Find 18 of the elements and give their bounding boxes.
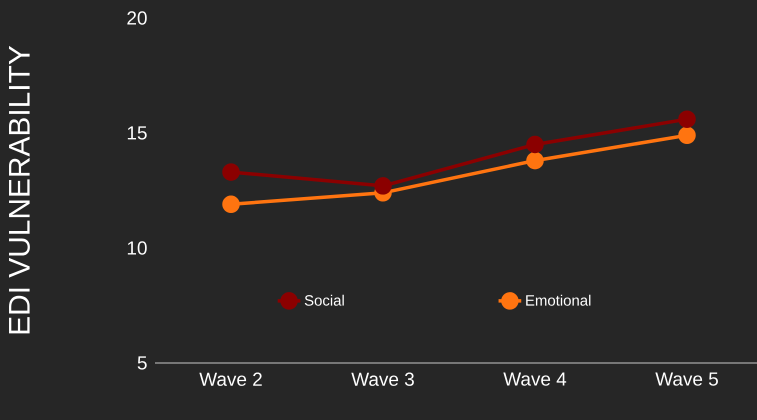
y-tick-label: 10 (128, 241, 147, 255)
legend-label: Social (304, 294, 344, 306)
x-tick-label: Wave 2 (199, 372, 262, 386)
point (526, 152, 544, 170)
x-tick-label: Wave 3 (351, 372, 414, 386)
y-tick-label: 15 (128, 126, 147, 140)
x-tick-label: Wave 5 (655, 372, 718, 386)
point (374, 177, 392, 195)
y-tick-label: 20 (127, 11, 147, 25)
point (222, 163, 240, 181)
point (678, 126, 696, 144)
y-axis-title: EDI VULNERABILITY (9, 46, 30, 334)
x-tick-label: Wave 4 (503, 372, 566, 386)
legend-label: Emotional (526, 294, 590, 306)
point (678, 110, 696, 128)
point (526, 136, 544, 154)
point (222, 196, 240, 214)
y-tick-label: 5 (138, 356, 147, 370)
